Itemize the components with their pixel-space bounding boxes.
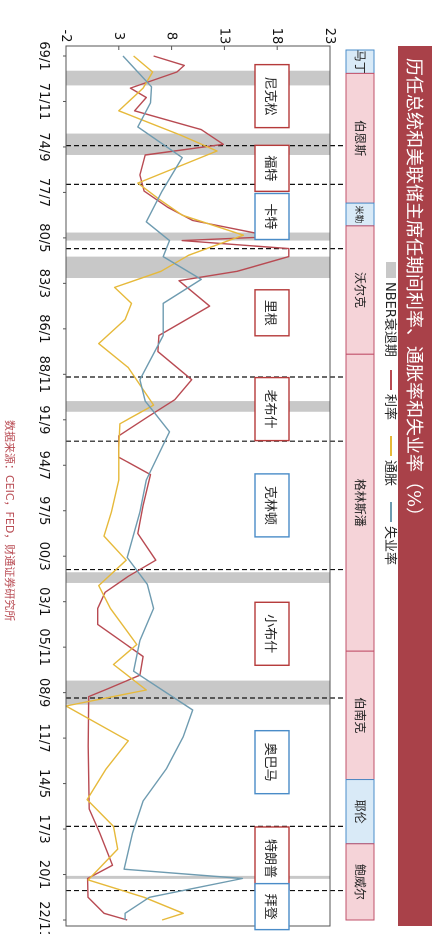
fed-chair-box [345,650,375,781]
x-tick-label: 86/1 [36,314,51,343]
x-tick-label: 83/3 [36,269,51,298]
x-tick-label: 74/9 [36,132,51,161]
legend-swatch-nber [386,262,396,278]
y-tick-label: 13 [216,28,231,45]
recession-band [66,572,330,583]
president-label: 特朗普 [262,839,277,878]
chart-series [65,55,290,921]
president-box [254,376,290,442]
fed-chair-label: 伯恩斯 [353,120,368,156]
chart-title: 历任总统和美联储主席任期间利率、通胀率和失业率（%） [403,58,424,525]
president-box [254,289,290,337]
president-label: 卡特 [262,203,277,229]
recession-bands [66,70,330,879]
y-tick-label: 18 [269,28,284,45]
fed-chair-box [345,353,375,652]
x-tick-label: 08/9 [36,678,51,707]
recession-band [66,680,330,705]
recession-band [66,401,330,412]
president-label: 小布什 [262,614,277,653]
president-label: 拜登 [262,894,277,920]
title-bar [398,46,432,926]
legend: NBER衰退期 利率 通胀 失业率 [382,262,398,565]
legend-label-rate: 利率 [382,394,398,420]
x-tick-label: 17/3 [36,814,51,843]
x-tick-label: 88/11 [36,356,51,393]
x-axis-ticks: 69/1 71/11 74/9 77/7 80/5 83/3 86/1 88/11 91/9 94… [36,41,66,934]
y-tick-label: -2 [58,30,73,43]
recession-band [66,875,330,879]
x-tick-label: 20/1 [36,860,51,889]
x-tick-label: 14/5 [36,769,51,798]
x-tick-label: 71/11 [36,83,51,120]
y-tick-label: 23 [322,28,337,45]
series-line [86,55,290,921]
x-tick-label: 97/5 [36,496,51,525]
president-label: 福特 [262,155,277,181]
legend-label-inflation: 通胀 [382,460,397,486]
x-tick-label: 91/9 [36,405,51,434]
x-tick-label: 94/7 [36,451,51,480]
fed-chair-box [345,843,375,921]
y-axis-ticks: -2 3 8 13 18 23 [58,28,337,50]
president-box [254,601,290,666]
recession-band [66,70,330,86]
recession-band [66,133,330,155]
president-box [254,192,290,241]
source-note: 数据来源：CEIC，FED，财通证券研究所 [3,420,17,621]
fed-chair-label: 鲍威尔 [353,864,368,900]
president-box [254,882,290,931]
y-tick-label: 8 [164,32,179,40]
president-label: 里根 [262,300,277,326]
legend-label-unemployment: 失业率 [382,526,398,565]
fed-chair-box [345,72,375,204]
fed-chair-label: 米勒 [353,205,365,223]
president-box [254,729,290,795]
x-tick-label: 77/7 [36,178,51,207]
x-tick-label: 03/1 [36,587,51,616]
series-line [122,55,244,920]
president-label: 老布什 [262,390,277,429]
president-term-lines [66,145,350,892]
fed-chair-label: 沃尔克 [353,272,368,308]
plot-frame [65,45,331,927]
president-box [254,144,290,193]
president-box [254,63,290,129]
recession-band [66,232,330,241]
president-label: 奥巴马 [262,743,277,782]
fed-chair-label: 伯南克 [353,697,368,733]
recession-band [66,256,330,279]
x-tick-label: 69/1 [36,41,51,70]
series-line [65,55,245,921]
fed-chair-label: 耶伦 [353,800,368,824]
x-tick-label: 00/3 [36,542,51,571]
fed-chair-label: 格林斯潘 [353,479,368,527]
president-label: 克林顿 [262,486,277,525]
x-tick-label: 22/11 [36,901,51,934]
x-tick-label: 11/7 [36,724,51,753]
fed-chair-label: 马丁 [353,50,367,74]
president-box [254,473,290,538]
legend-label-nber: NBER衰退期 [382,282,398,357]
x-tick-label: 05/11 [36,628,51,665]
x-tick-label: 80/5 [36,223,51,252]
president-label: 尼克松 [262,77,277,116]
y-tick-label: 3 [111,32,126,40]
